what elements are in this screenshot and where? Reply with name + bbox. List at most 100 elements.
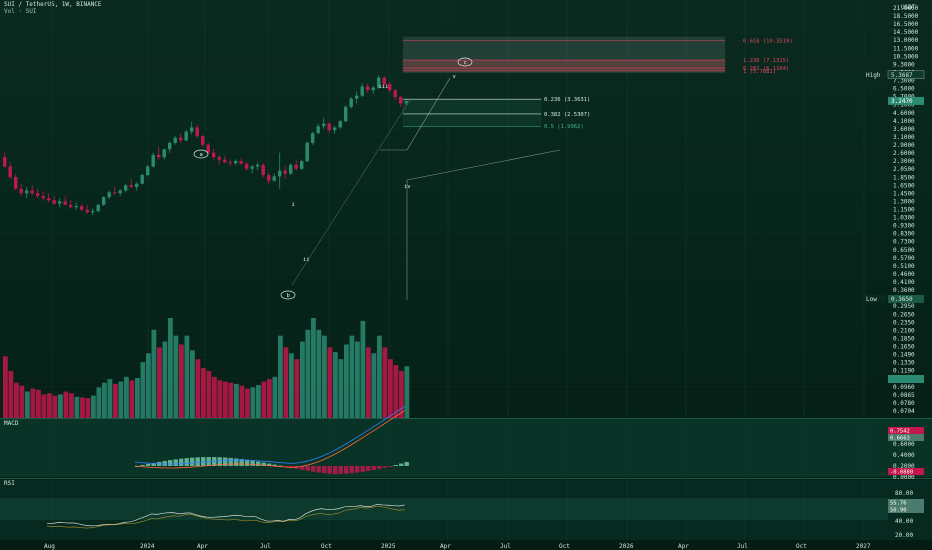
candle-body [179, 137, 183, 141]
time-tick-label: 2024 [140, 543, 155, 550]
rsi-ma-line [46, 505, 405, 529]
macd-badge [888, 434, 924, 441]
candle-body [135, 183, 139, 187]
price-tick-label: 6.5000 [893, 86, 915, 93]
price-tick-label: 0.1190 [893, 368, 915, 375]
macd-histogram-bar [272, 464, 277, 466]
candle-body [8, 166, 12, 178]
macd-label: MACD [4, 420, 19, 427]
fib-level-label: 1 (5.7881) [743, 69, 776, 75]
macd-histogram-bar [168, 460, 173, 466]
price-tick-label: 3.6000 [893, 126, 915, 133]
macd-histogram-bar [333, 466, 338, 475]
rsi-badge [888, 506, 924, 513]
candle-body [404, 100, 408, 104]
macd-tick-label: 0.2000 [893, 463, 915, 470]
macd-badge-value: 0.7542 [890, 429, 910, 435]
time-tick-label: Jul [260, 543, 271, 550]
rsi-label: RSI [4, 480, 15, 487]
time-tick-label: 2026 [619, 543, 634, 550]
time-tick-label: 2025 [381, 543, 396, 550]
macd-histogram-bar [355, 466, 360, 473]
volume-bar [399, 370, 404, 418]
macd-histogram-bar [283, 466, 288, 467]
volume-bar [168, 318, 173, 418]
volume-bar [223, 381, 228, 418]
wave-label: ii [303, 257, 310, 263]
trend-line [291, 99, 411, 286]
volume-bar [14, 382, 19, 418]
candle-body [80, 205, 84, 210]
macd-histogram-bar [316, 466, 321, 473]
macd-histogram-bar [201, 457, 206, 466]
fib-level-label: 0.236 (3.3631) [544, 97, 590, 103]
volume-bar [206, 370, 212, 418]
macd-histogram-bar [162, 460, 167, 466]
volume-bar [36, 389, 41, 418]
candle-body [41, 196, 45, 199]
candle-body [151, 154, 155, 167]
macd-tick-label: 0.4000 [893, 452, 915, 459]
candle-body [360, 86, 364, 96]
macd-histogram-bar [190, 457, 195, 466]
price-tick-label: 0.1490 [893, 352, 915, 359]
price-tick-label: 3.1000 [893, 134, 915, 141]
volume-bar [261, 381, 267, 418]
time-tick-label: Aug [44, 543, 55, 550]
macd-histogram-bar [338, 466, 343, 475]
macd-histogram-bar [360, 466, 365, 472]
volume-bar [388, 359, 393, 418]
price-tick-label: 0.2100 [893, 327, 915, 334]
time-tick-label: 2027 [856, 543, 871, 550]
volume-bar [157, 347, 162, 418]
candle-body [195, 127, 199, 137]
price-tick-label: 7.3000 [893, 78, 915, 85]
volume-bar [349, 335, 355, 418]
macd-badge-value: 0.6663 [890, 436, 910, 442]
candle-body [201, 136, 205, 145]
candle-body [305, 142, 309, 162]
candle-body [393, 90, 397, 98]
candle-body [190, 127, 194, 132]
candle-body [113, 192, 117, 194]
last-price-badge [888, 96, 924, 105]
macd-histogram-bar [217, 457, 222, 466]
volume-bar [245, 388, 250, 418]
volume-bar [129, 380, 135, 418]
symbol-title[interactable]: SUI / TetherUS, 1W, BINANCE [4, 1, 102, 8]
macd-histogram-bar [382, 466, 387, 468]
price-tick-label: 2.9000 [893, 142, 915, 149]
projection-line [406, 77, 451, 151]
volume-badge [888, 375, 924, 383]
price-tick-label: 0.0960 [893, 384, 915, 391]
macd-histogram-bar [239, 459, 244, 466]
candle-body [228, 162, 232, 164]
time-tick-label: Oct [559, 543, 570, 550]
macd-histogram-bar [371, 466, 376, 471]
candle-body [377, 77, 381, 88]
price-tick-label: 0.2650 [893, 311, 915, 318]
volume-bar [250, 387, 256, 418]
candle-body [184, 131, 188, 141]
candle-body [250, 166, 254, 169]
volume-bar [300, 341, 305, 418]
macd-histogram-bar [393, 465, 398, 467]
volume-bar [47, 393, 52, 418]
macd-histogram-bar [344, 466, 349, 474]
wave-label: i [292, 202, 295, 208]
rsi-badge-value: 50.90 [890, 508, 907, 514]
volume-bar [228, 382, 234, 418]
candle-body [267, 175, 271, 181]
macd-histogram-bar [261, 462, 266, 466]
candle-body [239, 161, 243, 164]
candle-body [283, 170, 287, 174]
volume-bar [278, 335, 283, 418]
macd-histogram-bar [311, 466, 316, 472]
candle-body [47, 198, 51, 201]
time-tick-label: Jul [500, 543, 511, 550]
rsi-badge-value: 55.76 [890, 501, 907, 507]
volume-bar [146, 353, 151, 418]
volume-bar [305, 329, 311, 418]
macd-histogram-bar [294, 466, 299, 469]
